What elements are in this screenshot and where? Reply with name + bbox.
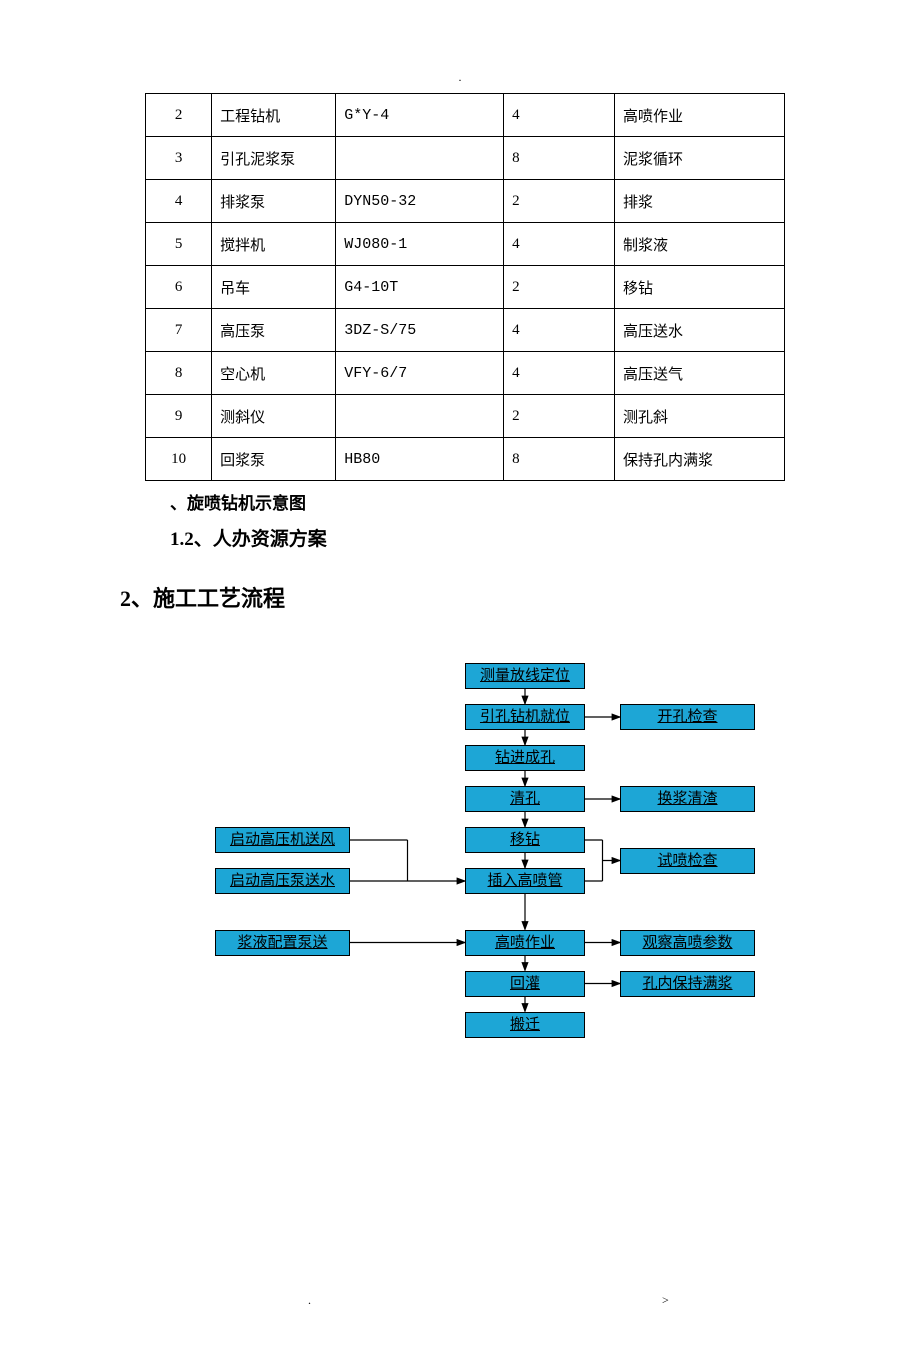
- table-cell: 4: [504, 94, 615, 137]
- table-cell: 4: [504, 223, 615, 266]
- table-cell: 工程钻机: [212, 94, 336, 137]
- table-row: 8空心机VFY-6/74高压送气: [146, 352, 785, 395]
- flow-node-center: 移钻: [465, 827, 585, 853]
- table-cell: 搅拌机: [212, 223, 336, 266]
- table-cell: 10: [146, 438, 212, 481]
- table-cell: 移钻: [615, 266, 785, 309]
- table-cell: 8: [146, 352, 212, 395]
- table-cell: 保持孔内满浆: [615, 438, 785, 481]
- table-cell: G4-10T: [336, 266, 504, 309]
- table-cell: DYN50-32: [336, 180, 504, 223]
- table-cell: 回浆泵: [212, 438, 336, 481]
- table-cell: 2: [146, 94, 212, 137]
- flow-node-right: 观察高喷参数: [620, 930, 755, 956]
- table-cell: 泥浆循环: [615, 137, 785, 180]
- table-cell: 2: [504, 266, 615, 309]
- table-cell: 4: [504, 309, 615, 352]
- table-cell: 7: [146, 309, 212, 352]
- flow-node-right: 孔内保持满浆: [620, 971, 755, 997]
- table-cell: 排浆泵: [212, 180, 336, 223]
- flow-node-center: 插入高喷管: [465, 868, 585, 894]
- header-mark: .: [60, 70, 860, 85]
- footer-right-mark: >: [662, 1293, 669, 1308]
- table-row: 3引孔泥浆泵 8泥浆循环: [146, 137, 785, 180]
- flow-node-center: 钻进成孔: [465, 745, 585, 771]
- table-row: 5搅拌机WJ080-14制浆液: [146, 223, 785, 266]
- footer-left-mark: .: [308, 1293, 311, 1308]
- flow-node-center: 测量放线定位: [465, 663, 585, 689]
- table-cell: [336, 137, 504, 180]
- table-cell: 8: [504, 438, 615, 481]
- table-cell: 3DZ-S/75: [336, 309, 504, 352]
- table-row: 9测斜仪 2测孔斜: [146, 395, 785, 438]
- flow-node-left: 启动高压泵送水: [215, 868, 350, 894]
- table-cell: 2: [504, 180, 615, 223]
- table-cell: G*Y-4: [336, 94, 504, 137]
- table-cell: [336, 395, 504, 438]
- table-cell: 高压送水: [615, 309, 785, 352]
- table-row: 4排浆泵DYN50-322排浆: [146, 180, 785, 223]
- table-row: 6吊车G4-10T2移钻: [146, 266, 785, 309]
- table-cell: VFY-6/7: [336, 352, 504, 395]
- table-cell: 测斜仪: [212, 395, 336, 438]
- table-cell: 4: [504, 352, 615, 395]
- table-row: 2工程钻机G*Y-44高喷作业: [146, 94, 785, 137]
- flow-node-left: 浆液配置泵送: [215, 930, 350, 956]
- table-cell: 空心机: [212, 352, 336, 395]
- section-2-heading: 2、施工工艺流程: [120, 581, 860, 613]
- table-cell: HB80: [336, 438, 504, 481]
- flow-node-right: 试喷检查: [620, 848, 755, 874]
- table-cell: 高压泵: [212, 309, 336, 352]
- table-row: 10回浆泵HB808保持孔内满浆: [146, 438, 785, 481]
- table-cell: WJ080-1: [336, 223, 504, 266]
- table-cell: 8: [504, 137, 615, 180]
- table-cell: 6: [146, 266, 212, 309]
- flow-node-center: 搬迁: [465, 1012, 585, 1038]
- equipment-table: 2工程钻机G*Y-44高喷作业3引孔泥浆泵8泥浆循环4排浆泵DYN50-322排…: [145, 93, 785, 481]
- table-cell: 4: [146, 180, 212, 223]
- table-cell: 9: [146, 395, 212, 438]
- flow-node-right: 开孔检查: [620, 704, 755, 730]
- flow-node-center: 回灌: [465, 971, 585, 997]
- table-cell: 排浆: [615, 180, 785, 223]
- table-cell: 3: [146, 137, 212, 180]
- table-cell: 引孔泥浆泵: [212, 137, 336, 180]
- table-cell: 2: [504, 395, 615, 438]
- section-1-2: 1.2、人办资源方案: [170, 524, 860, 551]
- flow-node-right: 换浆清渣: [620, 786, 755, 812]
- figure-caption: 、旋喷钻机示意图: [170, 489, 860, 514]
- flow-node-center: 清孔: [465, 786, 585, 812]
- table-cell: 高压送气: [615, 352, 785, 395]
- flow-node-center: 高喷作业: [465, 930, 585, 956]
- table-cell: 测孔斜: [615, 395, 785, 438]
- table-cell: 高喷作业: [615, 94, 785, 137]
- flow-node-center: 引孔钻机就位: [465, 704, 585, 730]
- process-flowchart: 测量放线定位引孔钻机就位钻进成孔清孔移钻插入高喷管高喷作业回灌搬迁 启动高压机送风…: [60, 653, 860, 1173]
- table-cell: 制浆液: [615, 223, 785, 266]
- table-cell: 吊车: [212, 266, 336, 309]
- document-page: . 2工程钻机G*Y-44高喷作业3引孔泥浆泵8泥浆循环4排浆泵DYN50-32…: [0, 0, 920, 1353]
- table-row: 7高压泵3DZ-S/754高压送水: [146, 309, 785, 352]
- table-cell: 5: [146, 223, 212, 266]
- flow-node-left: 启动高压机送风: [215, 827, 350, 853]
